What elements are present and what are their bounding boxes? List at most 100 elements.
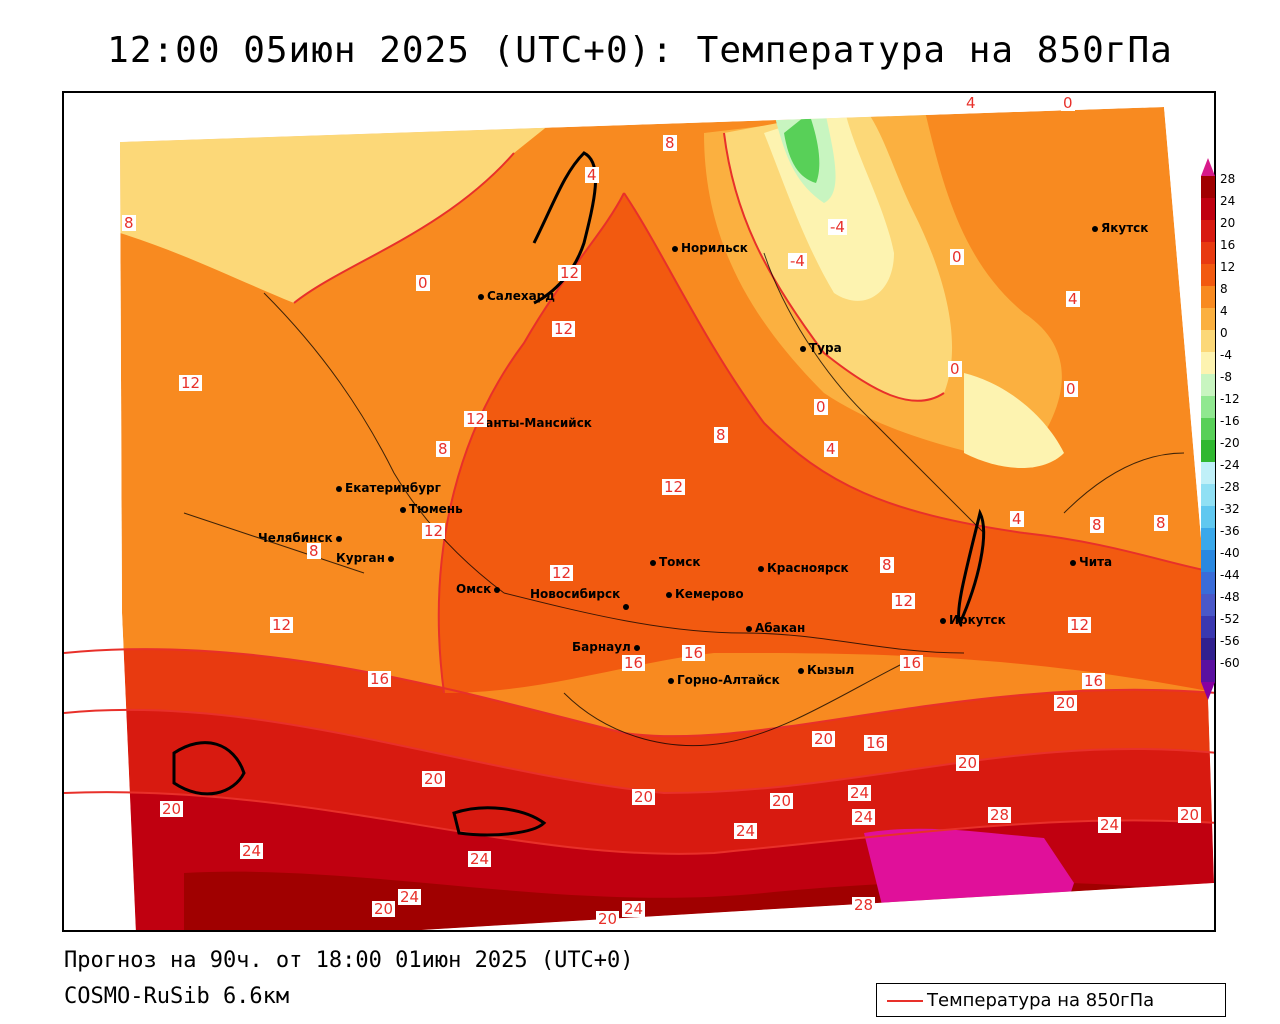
contour-label: 24 bbox=[852, 808, 876, 826]
legend-top-arrow-icon bbox=[1201, 158, 1215, 176]
legend-tick-label: -16 bbox=[1220, 414, 1240, 428]
city-novosibirsk: Новосибирск bbox=[530, 587, 632, 610]
legend-tick-label: -60 bbox=[1220, 656, 1240, 670]
legend-swatch bbox=[1201, 594, 1215, 616]
contour-label: 12 bbox=[552, 320, 576, 338]
city-gorno-altaysk: Горно-Алтайск bbox=[668, 673, 780, 687]
contour-label: 20 bbox=[632, 788, 656, 806]
legend-swatch bbox=[1201, 528, 1215, 550]
city-dot-icon bbox=[400, 506, 406, 513]
city-kemerovo: Кемерово bbox=[666, 587, 744, 601]
legend-tick-label: -20 bbox=[1220, 436, 1240, 450]
city-norilsk: Норильск bbox=[672, 241, 748, 255]
city-dot-icon bbox=[672, 245, 678, 252]
city-dot-icon bbox=[798, 667, 804, 674]
legend-swatch bbox=[1201, 506, 1215, 528]
contour-label: 4 bbox=[824, 440, 838, 458]
legend-swatch bbox=[1201, 220, 1215, 242]
city-chita: Чита bbox=[1070, 555, 1112, 569]
contour-label: 28 bbox=[988, 806, 1012, 824]
city-dot-icon bbox=[623, 603, 630, 610]
contour-label: 8 bbox=[880, 556, 894, 574]
contour-label: 4 bbox=[1010, 510, 1024, 528]
legend-swatch bbox=[1201, 440, 1215, 462]
contour-label: 12 bbox=[464, 410, 488, 428]
legend-swatch bbox=[1201, 638, 1215, 660]
contour-label: 0 bbox=[416, 274, 430, 292]
contour-label: 4 bbox=[1066, 290, 1080, 308]
city-dot-icon bbox=[668, 677, 674, 684]
contour-label: 24 bbox=[1098, 816, 1122, 834]
city-krasnoyarsk: Красноярск bbox=[758, 561, 849, 575]
contour-label: 12 bbox=[558, 264, 582, 282]
legend-tick-label: -36 bbox=[1220, 524, 1240, 538]
legend-swatch bbox=[1201, 242, 1215, 264]
contour-label: 8 bbox=[1154, 514, 1168, 532]
contour-label: 12 bbox=[179, 374, 203, 392]
legend-bottom-arrow-icon bbox=[1201, 682, 1215, 700]
city-abakan: Абакан bbox=[746, 621, 805, 635]
city-kurgan: Курган bbox=[336, 551, 397, 565]
legend-tick-label: -12 bbox=[1220, 392, 1240, 406]
city-dot-icon bbox=[335, 535, 342, 542]
city-dot-icon bbox=[633, 644, 640, 651]
legend-swatch bbox=[1201, 308, 1215, 330]
contour-label: 0 bbox=[950, 248, 964, 266]
contour-label: 20 bbox=[812, 730, 836, 748]
city-kyzyl: Кызыл bbox=[798, 663, 854, 677]
contour-label: 0 bbox=[1064, 380, 1078, 398]
legend-swatch bbox=[1201, 264, 1215, 286]
city-dot-icon bbox=[800, 345, 806, 352]
band-minus12 bbox=[784, 113, 820, 183]
legend-tick-label: 28 bbox=[1220, 172, 1236, 186]
legend-line-icon bbox=[887, 1000, 923, 1002]
temperature-field bbox=[64, 93, 1214, 930]
band-minus4-east bbox=[964, 373, 1064, 468]
legend-tick-label: -24 bbox=[1220, 458, 1240, 472]
contour-label: 16 bbox=[368, 670, 392, 688]
city-irkutsk: Иркутск bbox=[940, 613, 1006, 627]
color-legend: 28 24 20 16 12 8 4 0 -4 -8 -12 -16 -20 -24 -28 -32 -36 -4… bbox=[1198, 158, 1280, 700]
city-dot-icon bbox=[494, 586, 501, 593]
contour-label: 8 bbox=[714, 426, 728, 444]
legend-swatch bbox=[1201, 352, 1215, 374]
legend-swatch bbox=[1201, 330, 1215, 352]
contour-label: 8 bbox=[1090, 516, 1104, 534]
city-dot-icon bbox=[650, 559, 656, 566]
legend-swatch bbox=[1201, 484, 1215, 506]
city-dot-icon bbox=[1092, 225, 1098, 232]
city-barnaul: Барнаул bbox=[572, 640, 643, 654]
legend-tick-label: -44 bbox=[1220, 568, 1240, 582]
city-salekhard: Салехард bbox=[478, 289, 555, 303]
legend-swatch bbox=[1201, 198, 1215, 220]
contour-label: 16 bbox=[864, 734, 888, 752]
legend-swatch bbox=[1201, 418, 1215, 440]
contour-label: 20 bbox=[596, 910, 620, 928]
legend-swatch bbox=[1201, 550, 1215, 572]
contour-label: 4 bbox=[585, 166, 599, 184]
line-legend: Температура на 850гПа bbox=[876, 983, 1226, 1017]
contour-label: 8 bbox=[122, 214, 136, 232]
legend-tick-label: -28 bbox=[1220, 480, 1240, 494]
legend-swatch bbox=[1201, 396, 1215, 418]
city-dot-icon bbox=[387, 555, 394, 562]
contour-label: 12 bbox=[892, 592, 916, 610]
contour-label: 20 bbox=[1178, 806, 1202, 824]
city-dot-icon bbox=[940, 617, 946, 624]
city-yekaterinburg: Екатеринбург bbox=[336, 481, 441, 495]
contour-label: 20 bbox=[160, 800, 184, 818]
contour-label: 12 bbox=[270, 616, 294, 634]
legend-tick-label: 4 bbox=[1220, 304, 1228, 318]
contour-label: 12 bbox=[422, 522, 446, 540]
city-dot-icon bbox=[1070, 559, 1076, 566]
city-tura: Тура bbox=[800, 341, 842, 355]
model-name: COSMO-RuSib 6.6км bbox=[64, 984, 290, 1009]
map-title: 12:00 05июн 2025 (UTC+0): Температура на… bbox=[107, 30, 1173, 71]
legend-line-label: Температура на 850гПа bbox=[927, 990, 1155, 1011]
city-tyumen: Тюмень bbox=[400, 502, 463, 516]
contour-label: 0 bbox=[948, 360, 962, 378]
contour-label: 16 bbox=[622, 654, 646, 672]
city-chelyabinsk: Челябинск bbox=[258, 531, 345, 545]
contour-label: 24 bbox=[848, 784, 872, 802]
legend-tick-label: -48 bbox=[1220, 590, 1240, 604]
